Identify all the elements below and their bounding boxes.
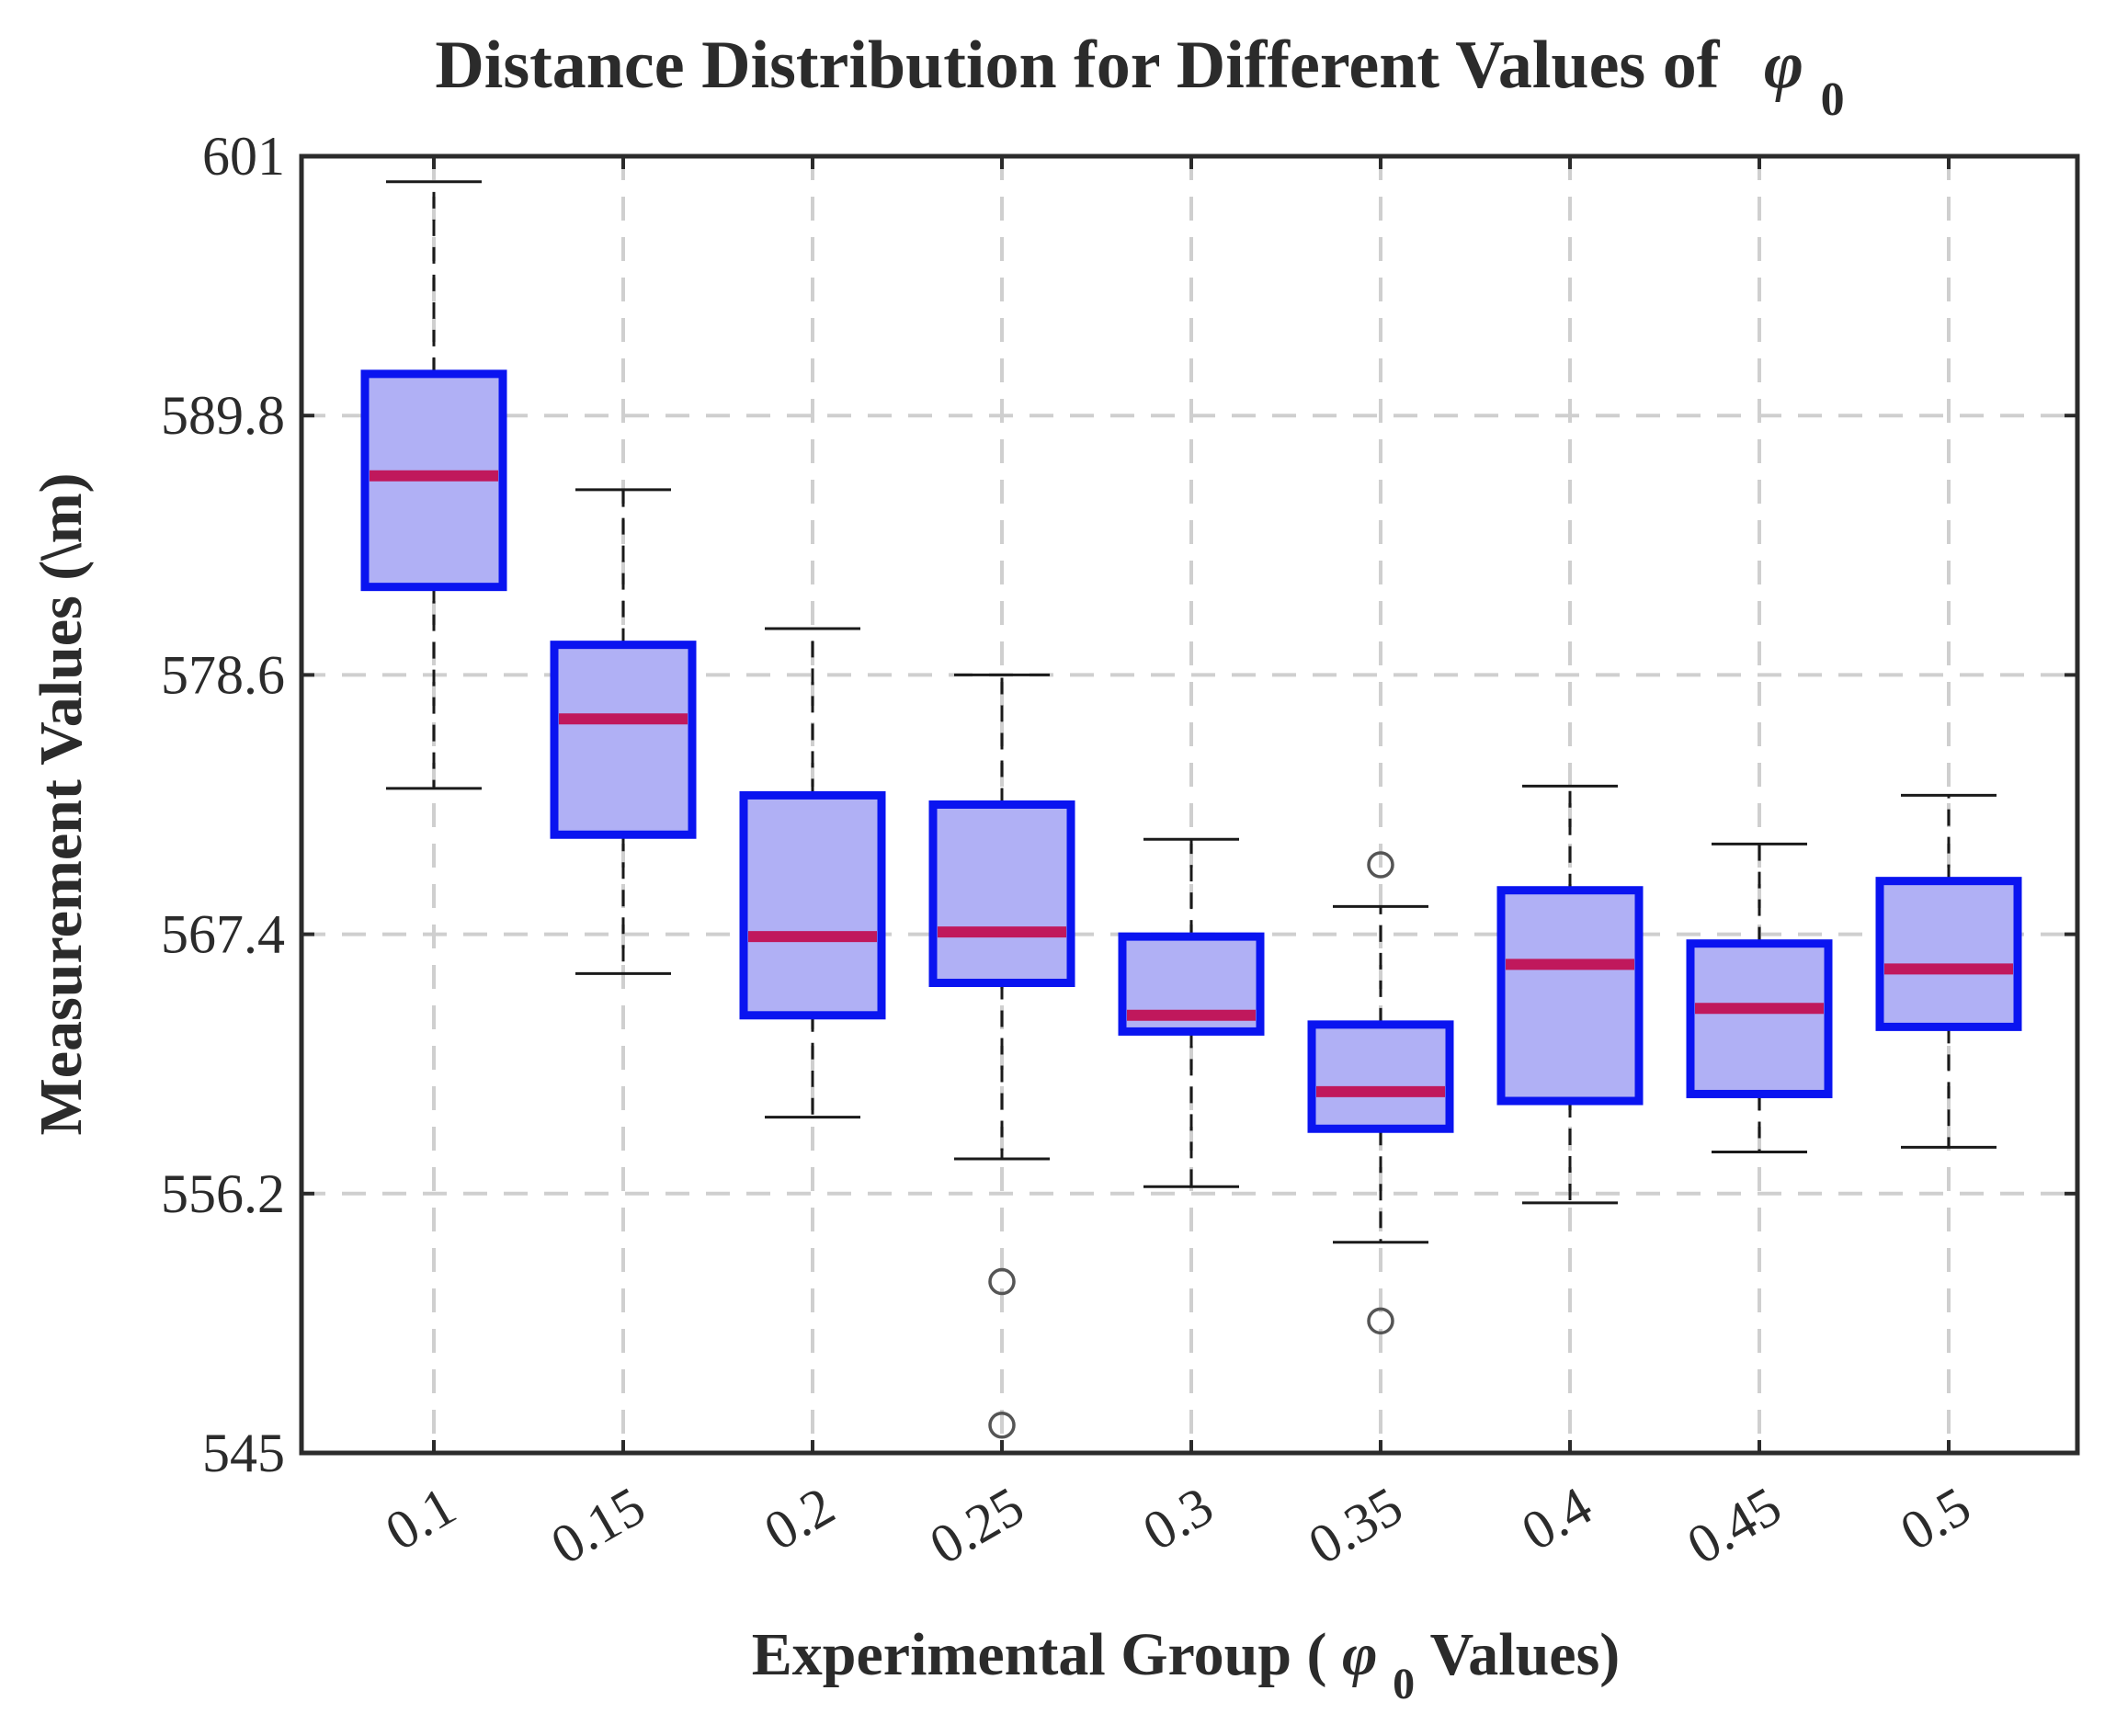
iqr-box [1686,939,1833,1098]
y-axis-label: Measurement Values (\m) [28,472,95,1135]
box-group-0-25 [928,673,1075,1439]
chart-title-text: Distance Distribution for Different Valu… [435,28,1720,103]
box-group-0-1 [360,180,507,790]
box-group-0-15 [550,488,697,975]
outlier-point [988,1267,1016,1296]
chart-title-symbol: φ [1764,28,1803,103]
x-axis-label-symbol: φ [1342,1621,1378,1688]
iqr-box [1307,1020,1454,1133]
x-axis-label: Experimental Group ( φ 0 Values) [752,1621,1621,1712]
box-group-0-3 [1118,837,1265,1188]
iqr-box [1496,886,1644,1106]
outlier-point [1367,851,1394,879]
chart-title: Distance Distribution for Different Valu… [435,28,1844,126]
y-tick-label: 589.8 [161,385,285,446]
boxes-layer [360,180,2022,1439]
y-tick-label: 578.6 [161,644,285,705]
box-group-0-45 [1686,842,1833,1153]
ticks-layer: 545 556.2 567.4 578.6 589.8 601 0.1 0.15 0.2 0.25… [161,126,2077,1576]
x-tick-label: 0.15 [541,1475,655,1576]
x-axis-label-suffix: Values) [1430,1621,1621,1688]
iqr-box [739,790,886,1020]
outlier-point [988,1412,1016,1439]
x-tick-label: 0.4 [1512,1475,1602,1562]
y-tick-label: 601 [202,126,285,187]
x-axis-label-subscript: 0 [1393,1660,1415,1708]
x-tick-label: 0.1 [376,1475,466,1562]
box-group-0-4 [1496,784,1644,1205]
y-tick-label: 567.4 [161,904,285,965]
x-tick-label: 0.25 [920,1475,1034,1576]
outlier-point [1367,1307,1394,1335]
box-group-0-35 [1307,851,1454,1335]
x-tick-label: 0.5 [1891,1475,1981,1562]
x-tick-label: 0.2 [755,1475,845,1562]
x-axis-label-prefix: Experimental Group ( [752,1621,1327,1688]
box-group-0-2 [739,627,886,1119]
iqr-box [1875,877,2022,1031]
box-group-0-5 [1875,793,2022,1149]
iqr-box [550,641,697,839]
iqr-box [928,800,1075,988]
chart-title-subscript: 0 [1821,74,1845,126]
y-tick-label: 556.2 [161,1163,285,1224]
y-tick-label: 545 [202,1423,285,1483]
x-tick-label: 0.3 [1133,1475,1223,1562]
x-tick-label: 0.45 [1678,1475,1792,1576]
x-tick-label: 0.35 [1299,1475,1413,1576]
